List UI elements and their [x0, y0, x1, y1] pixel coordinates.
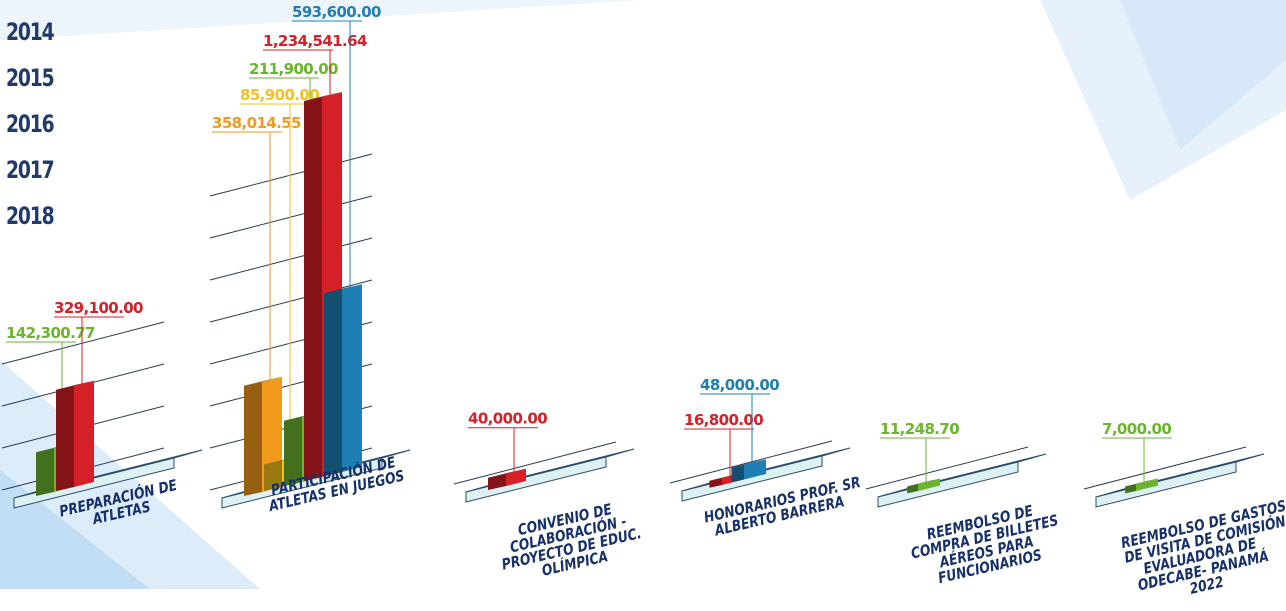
- legend-year-2018: 2018: [6, 202, 55, 230]
- legend-year-2015: 2015: [6, 64, 55, 92]
- platform-front: [1095, 461, 1237, 508]
- value-leader: [212, 131, 282, 380]
- bar-front: [74, 380, 94, 487]
- bar-front: [342, 284, 362, 472]
- bar-front: [918, 478, 940, 491]
- grid-line: [209, 195, 373, 239]
- bar-front: [506, 468, 526, 486]
- bar-side: [264, 460, 282, 491]
- legend-year-2014: 2014: [6, 18, 55, 46]
- grid-line: [865, 446, 1029, 490]
- platform-front: [13, 457, 175, 509]
- bar-top: [731, 459, 766, 468]
- bar-side: [1125, 484, 1136, 494]
- platform-front: [681, 455, 823, 502]
- value-label: 40,000.00: [468, 410, 547, 428]
- bar-top: [324, 284, 362, 294]
- bar-top: [304, 92, 342, 101]
- bar-top: [244, 376, 282, 386]
- value-label: 142,300.77: [6, 324, 95, 342]
- value-label: 16,800.00: [684, 411, 763, 429]
- value-leader: [1102, 437, 1172, 482]
- bar-top: [56, 380, 94, 390]
- bar-side: [304, 97, 322, 481]
- grid-line: [453, 441, 617, 485]
- value-label: 48,000.00: [700, 376, 779, 394]
- value-label: 11,248.70: [880, 420, 959, 438]
- grid-line: [209, 153, 373, 197]
- value-label: 7,000.00: [1102, 420, 1171, 438]
- value-leader: [240, 103, 310, 459]
- value-leader: [684, 428, 754, 476]
- bar-side: [709, 478, 722, 488]
- value-leader: [263, 49, 333, 95]
- bar-side: [324, 289, 342, 476]
- bar-side: [284, 416, 302, 486]
- bar-side: [56, 385, 74, 491]
- value-label: 1,234,541.64: [263, 32, 367, 50]
- grid-line: [1083, 446, 1247, 490]
- bar-top: [907, 478, 940, 487]
- bar-side: [244, 381, 262, 496]
- bar-chart: 142,300.77 329,100.00 358,014.55 85,900.00 2…: [1, 3, 1265, 509]
- legend-year-2016: 2016: [6, 110, 55, 138]
- value-label: 211,900.00: [249, 60, 338, 78]
- value-label: 85,900.00: [240, 86, 319, 104]
- bar-side: [488, 473, 506, 490]
- bar-top: [488, 468, 526, 478]
- platform-front: [877, 461, 1019, 508]
- bar-side: [36, 448, 54, 496]
- bar-front: [744, 459, 766, 480]
- value-leader: [880, 437, 950, 482]
- bar-front: [1136, 478, 1158, 491]
- value-label: 358,014.55: [212, 114, 301, 132]
- platform-front: [465, 456, 607, 503]
- bar-top: [1125, 478, 1158, 487]
- bar-side: [731, 464, 744, 483]
- value-leader: [700, 393, 770, 463]
- value-leader: [54, 316, 124, 384]
- legend-year-2017: 2017: [6, 156, 55, 184]
- value-label: 329,100.00: [54, 299, 143, 317]
- grid-line: [209, 279, 373, 323]
- value-leader: [468, 427, 538, 472]
- grid-line: [669, 440, 833, 484]
- value-label: 593,600.00: [292, 3, 381, 21]
- grid-line: [1, 321, 165, 365]
- grid-line: [209, 237, 373, 281]
- value-leader: [292, 20, 362, 288]
- bar-side: [907, 484, 918, 494]
